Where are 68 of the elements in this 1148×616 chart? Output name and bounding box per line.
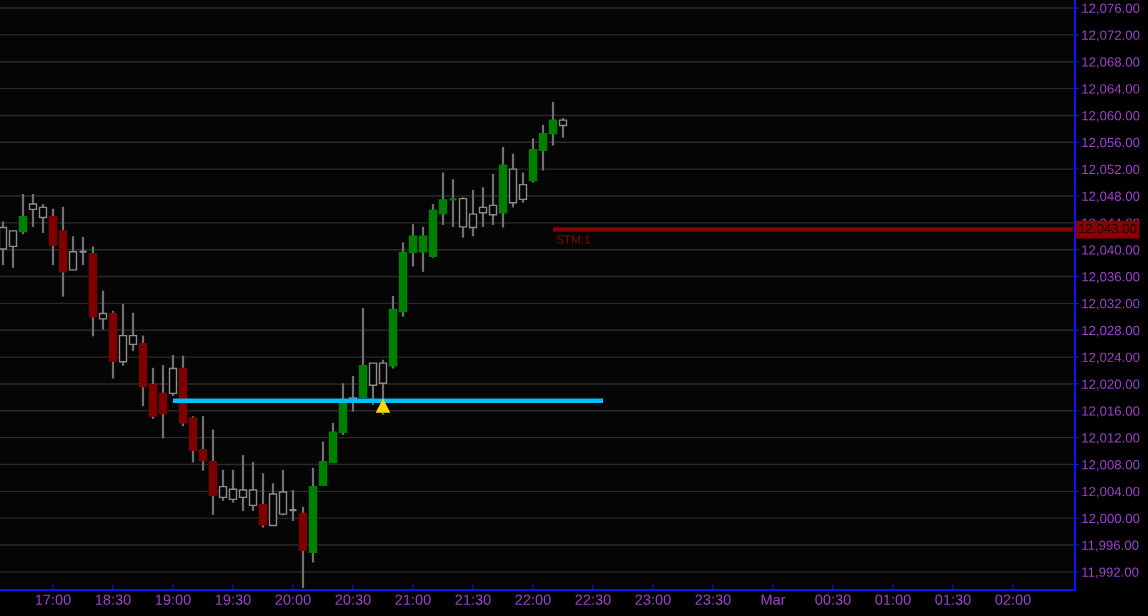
y-tick-label: 12,036.00 — [1082, 272, 1140, 284]
y-tick-label: 12,032.00 — [1082, 298, 1140, 310]
y-tick-label: 12,052.00 — [1082, 164, 1140, 176]
y-tick-label: 12,072.00 — [1082, 30, 1140, 42]
candlestick — [28, 192, 38, 228]
candlestick — [548, 100, 558, 147]
candlestick — [8, 229, 18, 269]
candlestick — [488, 172, 498, 226]
series-label: STM:1 — [556, 235, 591, 244]
y-tick-label: 12,048.00 — [1082, 191, 1140, 203]
y-tick-label: 12,020.00 — [1082, 379, 1140, 391]
candlestick — [218, 468, 228, 502]
y-tick-label: 12,008.00 — [1082, 460, 1140, 471]
candlestick — [38, 202, 48, 235]
y-tick-label: 11,996.00 — [1082, 540, 1139, 552]
x-tick-label: 23:30 — [695, 594, 731, 605]
y-tick-label: 12,012.00 — [1082, 433, 1140, 445]
y-tick-label: 12,060.00 — [1082, 111, 1140, 122]
candlestick — [158, 364, 168, 440]
candlestick — [238, 453, 248, 512]
candlestick — [198, 415, 208, 472]
candlestick — [378, 358, 388, 416]
candlestick — [68, 235, 78, 271]
x-tick-label: 23:00 — [635, 594, 671, 605]
y-tick-label: 11,992.00 — [1082, 567, 1139, 579]
candlestick — [278, 468, 288, 517]
candlestick — [318, 440, 328, 487]
x-tick-label: 18:30 — [95, 594, 131, 605]
candlestick — [518, 171, 528, 204]
x-tick-label: 00:30 — [815, 594, 851, 605]
candlestick — [128, 311, 138, 353]
x-tick-label: 19:00 — [155, 594, 191, 605]
candlestick — [468, 188, 478, 238]
y-tick-label: 12,004.00 — [1082, 486, 1140, 498]
x-tick-label: 01:00 — [875, 594, 911, 605]
y-tick-label: 12,064.00 — [1082, 84, 1140, 96]
candlestick — [558, 117, 568, 139]
x-tick-label: 22:30 — [575, 594, 611, 605]
x-tick-label: 21:30 — [455, 594, 491, 605]
text: 12,043.00 — [1079, 223, 1137, 235]
candlestick — [418, 225, 428, 273]
x-tick-label: 02:00 — [995, 594, 1031, 605]
candlestick — [408, 223, 418, 268]
x-tick-label: 20:00 — [275, 594, 311, 605]
candlestick — [98, 289, 108, 331]
x-tick-label: 01:30 — [935, 594, 971, 605]
x-tick-label: Mar — [761, 594, 786, 605]
y-tick-label: 12,024.00 — [1082, 352, 1140, 364]
x-tick-label: 22:00 — [515, 594, 551, 605]
candlestick — [438, 171, 448, 226]
y-tick-label: 12,016.00 — [1082, 406, 1140, 418]
candlestick — [228, 468, 238, 504]
y-tick-label: 12,028.00 — [1082, 325, 1140, 337]
x-tick-label: 20:30 — [335, 594, 371, 605]
candlestick — [258, 472, 268, 529]
x-tick-label: 21:00 — [395, 594, 431, 605]
candlestick — [0, 220, 8, 267]
x-tick-label: 19:30 — [215, 594, 251, 605]
candlestick — [18, 192, 28, 236]
y-tick-label: 12,000.00 — [1082, 513, 1140, 525]
candlestick — [248, 460, 258, 512]
candlestick — [368, 362, 378, 406]
y-tick-label: 12,076.00 — [1082, 3, 1140, 15]
candlestick — [538, 123, 548, 172]
y-tick-label: 12,056.00 — [1082, 137, 1140, 149]
y-tick-label: 12,068.00 — [1082, 57, 1140, 69]
y-tick-label: 12,040.00 — [1082, 245, 1140, 257]
x-tick-label: 17:00 — [35, 594, 71, 605]
